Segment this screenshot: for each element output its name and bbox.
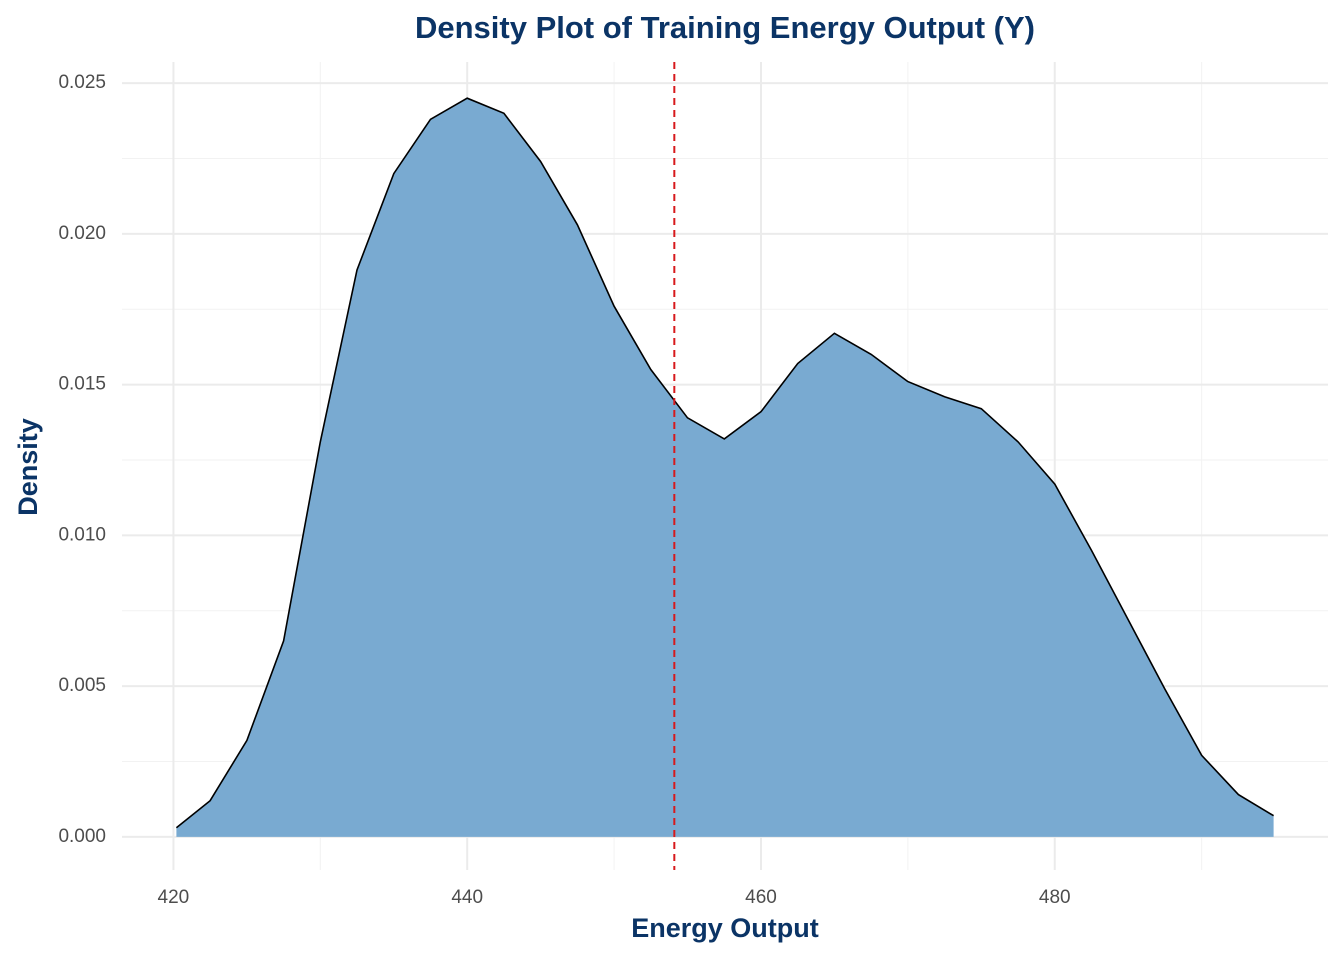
x-tick-label: 440 [451,887,483,908]
x-axis-title: Energy Output [631,913,819,943]
chart-title: Density Plot of Training Energy Output (… [415,10,1035,45]
density-line [175,97,1275,829]
y-tick-label: 0.005 [58,675,106,696]
y-tick-label: 0.015 [58,374,106,395]
y-tick-label: 0.020 [58,223,106,244]
y-axis-title: Density [13,418,43,516]
y-tick-label: 0.000 [58,826,106,847]
y-tick-label: 0.025 [58,72,106,93]
x-tick-label: 420 [158,887,190,908]
x-tick-label: 460 [745,887,777,908]
x-tick-label: 480 [1039,887,1071,908]
y-tick-label: 0.010 [58,524,106,545]
density-area [176,98,1274,837]
